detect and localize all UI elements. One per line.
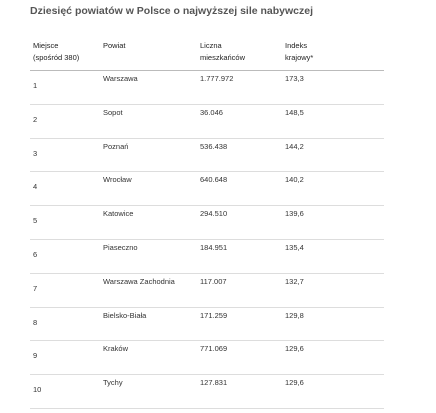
cell-value: 117.007 — [200, 276, 227, 286]
rank: 6 — [33, 250, 38, 259]
cell-value: 144,2 — [285, 141, 304, 151]
rank: 10 — [33, 385, 42, 395]
cell-value: Katowice — [103, 209, 134, 219]
row-separator — [30, 205, 384, 207]
cell-value: Tychy — [103, 378, 123, 388]
cell-value: 139,6 — [285, 209, 304, 219]
cell-value: 36.046 — [200, 107, 223, 117]
row-separator — [30, 171, 384, 173]
table-title: Dziesięć powiatów w Polsce o najwyższej … — [30, 5, 314, 17]
rank: 1 — [33, 81, 38, 90]
cell-value: Poznań — [103, 141, 129, 151]
row-separator — [30, 103, 384, 105]
cell-value: Wrocław — [103, 175, 132, 185]
cell-value: 536.438 — [200, 141, 228, 151]
cell-value: 129,6 — [285, 344, 304, 354]
row-separator — [30, 408, 384, 409]
cell-value: 132,7 — [285, 276, 304, 286]
column-header: Indeks krajowy* — [285, 41, 314, 62]
cell-value: 171.259 — [200, 310, 228, 320]
cell-value: 1.777.972 — [200, 74, 234, 83]
cell-value: 640.648 — [200, 175, 228, 185]
cell-value: 184.951 — [200, 243, 228, 252]
column-header: Powiat — [103, 41, 126, 50]
rank: 8 — [33, 317, 38, 327]
cell-value: 129,6 — [285, 378, 304, 388]
cell-value: 294.510 — [200, 209, 228, 219]
cell-value: Warszawa Zachodnia — [103, 276, 175, 286]
cell-value: 127.831 — [200, 378, 228, 388]
cell-value: 129,8 — [285, 310, 304, 320]
rank: 5 — [33, 216, 38, 226]
row-separator — [30, 306, 384, 308]
row-separator — [30, 239, 384, 240]
rank: 3 — [33, 148, 38, 158]
cell-value: 135,4 — [285, 243, 304, 252]
row-separator — [30, 272, 384, 274]
cell-value: 771.069 — [200, 344, 228, 354]
rank: 2 — [33, 114, 38, 124]
row-separator — [30, 340, 384, 342]
rank: 9 — [33, 351, 38, 361]
rank: 7 — [33, 283, 38, 293]
cell-value: Kraków — [103, 344, 129, 354]
column-header: Miejsce (spośród 380) — [33, 41, 80, 62]
cell-value: Sopot — [103, 107, 123, 117]
cell-value: 140,2 — [285, 175, 304, 185]
row-separator — [30, 374, 384, 376]
cell-value: Piaseczno — [103, 243, 138, 252]
header-separator — [30, 70, 384, 71]
cell-value: Bielsko-Biała — [103, 310, 147, 320]
cell-value: 148,5 — [285, 107, 304, 117]
cell-value: 173,3 — [285, 74, 304, 83]
column-header: Liczna mieszkańców — [200, 41, 246, 62]
cell-value: Warszawa — [103, 74, 138, 83]
row-separator — [30, 137, 384, 139]
rank: 4 — [33, 182, 38, 192]
